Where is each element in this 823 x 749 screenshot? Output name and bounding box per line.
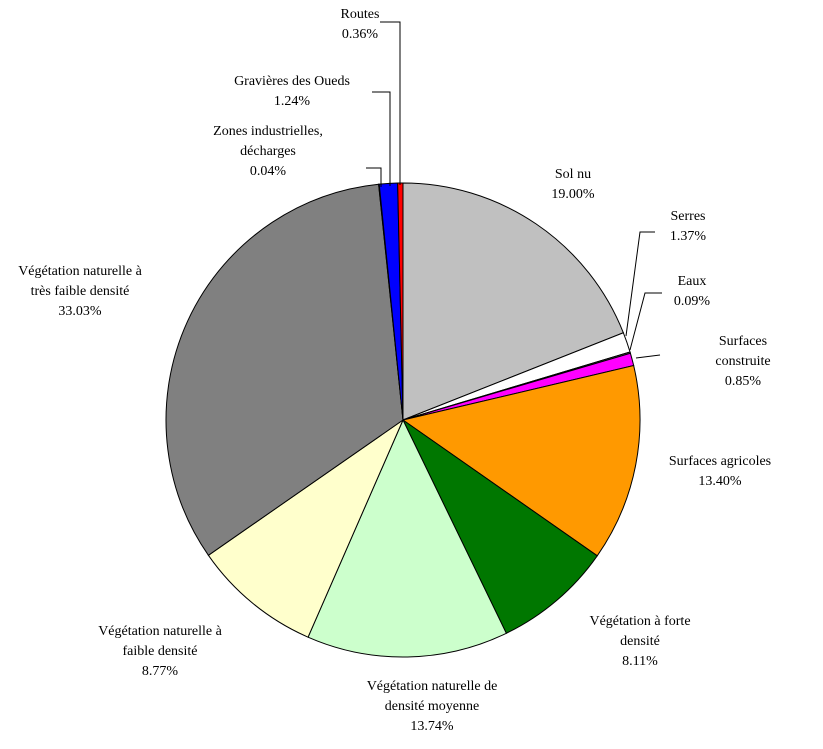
category-label: Végétation naturelle de densité moyenne (366, 679, 498, 714)
slice-label: Gravières des Oueds 1.24% (234, 72, 350, 112)
category-label: Végétation naturelle à faible densité (98, 624, 222, 659)
slice-label: Zones industrielles, décharges 0.04% (213, 122, 323, 182)
category-label: Serres (670, 209, 706, 224)
category-label: Surfaces construite (715, 334, 771, 369)
category-label: Sol nu (554, 167, 592, 182)
value-label: 0.85% (724, 374, 762, 389)
slice-label: Végétation naturelle de densité moyenne 1… (367, 677, 498, 737)
value-label: 19.00% (551, 187, 595, 202)
pie-slice (401, 418, 598, 634)
slice-label: Serres 1.37% (670, 207, 706, 247)
pie-slice (307, 418, 507, 658)
leader-line (372, 91, 391, 186)
leader-line (625, 231, 655, 337)
value-label: 0.36% (341, 27, 379, 42)
value-label: 1.37% (669, 229, 707, 244)
pie-slice (165, 183, 404, 556)
pie (165, 182, 641, 658)
category-label: Végétation à forte densité (589, 614, 691, 649)
slice-label: Surfaces construite 0.85% (703, 332, 783, 392)
slice-label: Routes 0.36% (341, 5, 380, 45)
slice-label: Végétation à forte densité 8.11% (589, 612, 690, 672)
slice-label: Sol nu 19.00% (551, 165, 594, 205)
category-label: Surfaces agricoles (668, 454, 772, 469)
value-label: 13.40% (698, 474, 742, 489)
pie-slice (401, 364, 641, 557)
value-label: 33.03% (58, 304, 102, 319)
category-label: Routes (340, 7, 380, 22)
category-label: Gravières des Oueds (234, 74, 350, 89)
value-label: 1.24% (273, 94, 311, 109)
slice-label: Végétation naturelle à faible densité 8.7… (98, 622, 222, 682)
slice-label: Eaux 0.09% (674, 272, 710, 312)
category-label: Eaux (677, 274, 707, 289)
leader-line (629, 292, 662, 351)
slice-label: Surfaces agricoles 13.40% (669, 452, 771, 492)
value-label: 13.74% (410, 719, 454, 734)
category-label: Végétation naturelle à très faible densi… (18, 264, 142, 299)
value-label: 0.09% (673, 294, 711, 309)
leader-line (635, 354, 661, 359)
slice-label: Végétation naturelle à très faible densi… (18, 262, 142, 322)
pie-slice (402, 182, 625, 421)
pie-slice (207, 418, 405, 638)
leader-line (380, 21, 401, 185)
value-label: 8.77% (141, 664, 179, 679)
value-label: 8.11% (622, 654, 658, 669)
category-label: Zones industrielles, décharges (213, 124, 323, 159)
leader-line (366, 167, 382, 187)
value-label: 0.04% (249, 164, 287, 179)
